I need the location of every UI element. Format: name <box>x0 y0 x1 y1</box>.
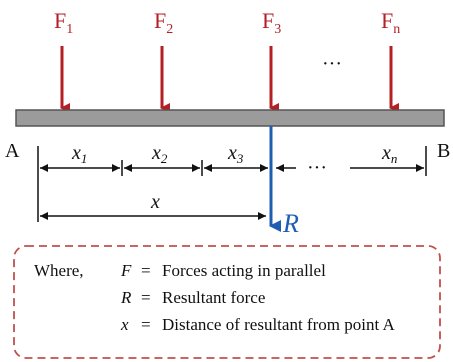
legend-eq-x: = <box>141 315 151 334</box>
legend-var-r: R <box>120 288 132 307</box>
legend-desc-x: Distance of resultant from point A <box>162 315 395 334</box>
legend-desc-f: Forces acting in parallel <box>162 261 326 280</box>
distance-label-x: x <box>150 191 160 213</box>
dimension-ellipsis: ··· <box>307 157 327 179</box>
beam <box>15 109 445 127</box>
point-a-label: A <box>5 140 20 162</box>
resultant-label: R <box>282 209 299 238</box>
force-ellipsis: ··· <box>322 53 342 75</box>
legend-var-f: F <box>120 261 132 280</box>
force-label-3: F3 <box>262 8 281 37</box>
legend-var-x: x <box>120 315 129 334</box>
legend-where: Where, <box>34 261 84 280</box>
legend-desc-r: Resultant force <box>162 288 265 307</box>
segment-label-x1: x1 <box>71 142 87 166</box>
legend-eq-f: = <box>141 261 151 280</box>
segment-label-x2: x2 <box>151 142 168 166</box>
force-label-n: Fn <box>381 8 400 37</box>
legend-box <box>13 245 441 359</box>
force-label-2: F2 <box>154 8 173 37</box>
segment-label-x3: x3 <box>227 142 244 166</box>
segment-label-xn: xn <box>381 142 397 166</box>
force-label-1: F1 <box>54 8 73 37</box>
point-b-label: B <box>437 140 450 162</box>
legend-eq-r: = <box>141 288 151 307</box>
